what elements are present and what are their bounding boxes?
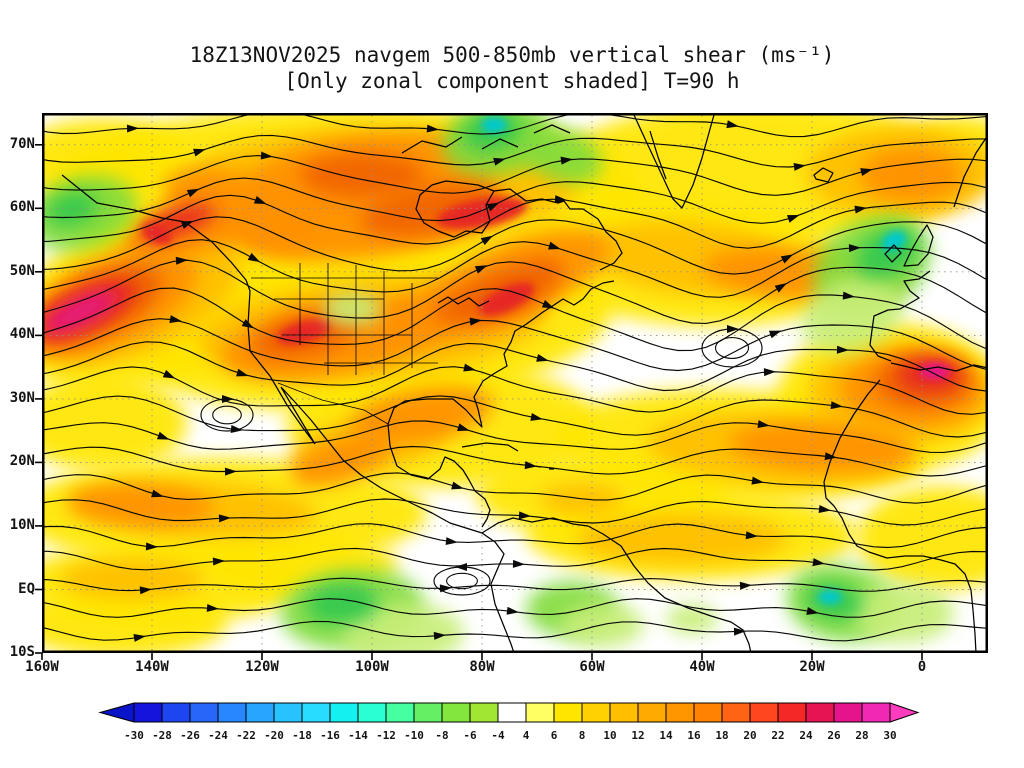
lat-tick-label: 40N	[9, 326, 35, 343]
colorbar-cell	[245, 702, 275, 723]
colorbar-cell	[609, 702, 639, 723]
colorbar-tick-label: 16	[687, 729, 701, 742]
colorbar-tick-label: 24	[799, 729, 813, 742]
axis-ticks	[35, 143, 923, 660]
colorbar-right-arrow	[889, 702, 920, 723]
colorbar-cell	[273, 702, 303, 723]
colorbar-tick-label: -12	[376, 729, 396, 742]
colorbar-tick-label: -4	[491, 729, 505, 742]
colorbar-tick-label: 6	[551, 729, 558, 742]
colorbar-tick-label: 18	[715, 729, 728, 742]
map-frame	[42, 113, 988, 653]
colorbar-tick-label: 22	[771, 729, 784, 742]
colorbar-tick-label: 12	[631, 729, 644, 742]
colorbar-cell	[357, 702, 387, 723]
colorbar-cell	[189, 702, 219, 723]
lat-tick-label: 60N	[9, 199, 35, 216]
lon-tick-label: 0	[917, 659, 927, 675]
lon-tick-label: 20W	[799, 659, 825, 675]
colorbar-cell	[665, 702, 695, 723]
colorbar-tick-label: 20	[743, 729, 756, 742]
streamlines	[44, 115, 986, 642]
colorbar-cell	[329, 702, 359, 723]
lon-tick-label: 60W	[579, 659, 605, 675]
colorbar-tick-label: 8	[579, 729, 586, 742]
political-borders	[251, 263, 438, 425]
plot-subtitle: [Only zonal component shaded] T=90 h	[284, 69, 740, 94]
colorbar-tick-label: -22	[236, 729, 256, 742]
colorbar-tick-label: -6	[463, 729, 477, 742]
lat-tick-label: 70N	[9, 135, 35, 152]
lon-tick-label: 140W	[135, 659, 169, 675]
shear-map-canvas	[35, 113, 988, 660]
colorbar-tick-label: -8	[435, 729, 448, 742]
colorbar-tick-label: 14	[659, 729, 673, 742]
colorbar-cell	[637, 702, 667, 723]
colorbar-cell	[497, 702, 527, 723]
colorbar-cell	[385, 702, 415, 723]
colorbar-cell	[749, 702, 779, 723]
lat-tick-label: 20N	[9, 453, 35, 470]
colorbar-cell	[413, 702, 443, 723]
lon-tick-label: 120W	[245, 659, 279, 675]
colorbar-tick-label: 10	[603, 729, 616, 742]
lon-tick-label: 160W	[25, 659, 59, 675]
colorbar-cell	[693, 702, 723, 723]
colorbar-cell	[525, 702, 555, 723]
colorbar-tick-label: -24	[208, 729, 228, 742]
colorbar-cell	[553, 702, 583, 723]
colorbar-cell	[581, 702, 611, 723]
plot-title: 18Z13NOV2025 navgem 500-850mb vertical s…	[189, 43, 835, 67]
latitude-axis: 70N 60N 50N 40N 30N 20N 10N EQ 10S	[0, 113, 38, 660]
lon-tick-label: 100W	[355, 659, 389, 675]
lat-tick-label: EQ	[18, 580, 35, 597]
lat-tick-label: 50N	[9, 262, 35, 279]
colorbar-tick-label: -28	[152, 729, 172, 742]
colorbar-tick-label: -10	[404, 729, 424, 742]
colorbar-cell	[217, 702, 247, 723]
colorbar-tick-label: 26	[827, 729, 841, 742]
lat-tick-label: 30N	[9, 389, 35, 406]
colorbar-tick-label: -16	[320, 729, 340, 742]
colorbar-tick-label: 28	[855, 729, 868, 742]
coastlines	[61, 115, 986, 651]
lat-tick-label: 10S	[9, 644, 35, 660]
colorbar-cell	[161, 702, 191, 723]
lat-tick-label: 10N	[9, 516, 35, 533]
colorbar-tick-label: 4	[523, 729, 530, 742]
colorbar-cell	[861, 702, 891, 723]
colorbar-cell	[833, 702, 863, 723]
colorbar-cell	[133, 702, 163, 723]
colorbar: -30 -28 -26 -24 -22 -20 -18 -16 -14 -12 -10 -8 -6 -4 4…	[98, 702, 920, 742]
lon-tick-label: 80W	[469, 659, 495, 675]
colorbar-cell	[777, 702, 807, 723]
colorbar-tick-label: 30	[883, 729, 896, 742]
colorbar-cell	[721, 702, 751, 723]
colorbar-tick-label: -30	[124, 729, 144, 742]
shading-layer	[44, 115, 986, 651]
lon-tick-label: 40W	[689, 659, 715, 675]
graticule	[44, 115, 986, 651]
plot-title-block: 18Z13NOV2025 navgem 500-850mb vertical s…	[0, 42, 1024, 95]
colorbar-cell	[301, 702, 331, 723]
colorbar-left-arrow	[98, 702, 135, 723]
colorbar-tick-label: -20	[264, 729, 284, 742]
colorbar-cell	[441, 702, 471, 723]
colorbar-tick-label: -26	[180, 729, 200, 742]
colorbar-tick-label: -18	[292, 729, 312, 742]
colorbar-cell	[805, 702, 835, 723]
colorbar-tick-label: -14	[348, 729, 368, 742]
colorbar-cell	[469, 702, 499, 723]
longitude-axis: 160W 140W 120W 100W 80W 60W 40W 20W 0	[25, 659, 988, 679]
